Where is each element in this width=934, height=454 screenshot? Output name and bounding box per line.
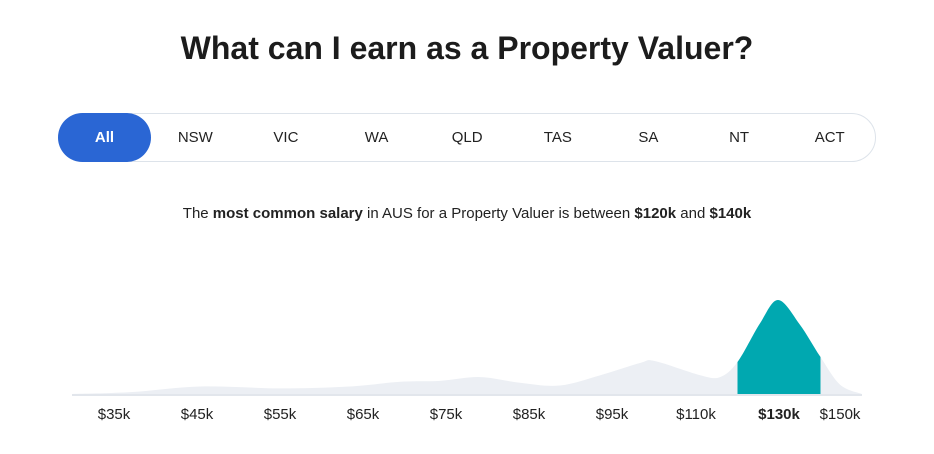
x-tick-label: $45k <box>181 406 214 423</box>
salary-distribution-chart: $35k $45k $55k $65k $75k $85k $95k $110k $130k $1… <box>72 299 862 423</box>
summary-text: The <box>182 205 213 222</box>
region-tabs: All NSW VIC WA QLD TAS SA NT ACT <box>58 113 876 162</box>
summary-low: $120k <box>634 205 677 222</box>
summary-text: in AUS for a Property Valuer is between <box>362 205 635 222</box>
most-common-range-area <box>737 299 821 394</box>
summary-text: and <box>676 205 710 222</box>
distribution-area <box>72 299 862 394</box>
x-tick-label: $150k <box>820 406 861 423</box>
tab-tas[interactable]: TAS <box>543 129 572 146</box>
x-tick-label: $130k <box>758 406 800 423</box>
page-title: What can I earn as a Property Valuer? <box>180 30 754 66</box>
tab-nsw[interactable]: NSW <box>177 129 213 146</box>
x-tick-label: $65k <box>347 406 380 423</box>
tab-sa[interactable]: SA <box>638 129 659 146</box>
tab-nt[interactable]: NT <box>729 129 750 146</box>
x-tick-label: $35k <box>98 406 131 423</box>
x-tick-label: $75k <box>430 406 463 423</box>
tab-all[interactable]: All <box>58 113 151 162</box>
summary-emphasis: most common salary <box>212 205 363 222</box>
tab-qld[interactable]: QLD <box>451 129 483 146</box>
x-tick-label: $55k <box>264 406 297 423</box>
salary-summary: The most common salary in AUS for a Prop… <box>0 205 934 222</box>
tab-act[interactable]: ACT <box>814 129 845 146</box>
x-tick-label: $110k <box>676 406 716 423</box>
summary-high: $140k <box>709 205 752 222</box>
tab-vic[interactable]: VIC <box>273 129 299 146</box>
x-tick-label: $95k <box>596 406 629 423</box>
tab-wa[interactable]: WA <box>364 129 389 146</box>
x-tick-label: $85k <box>513 406 546 423</box>
